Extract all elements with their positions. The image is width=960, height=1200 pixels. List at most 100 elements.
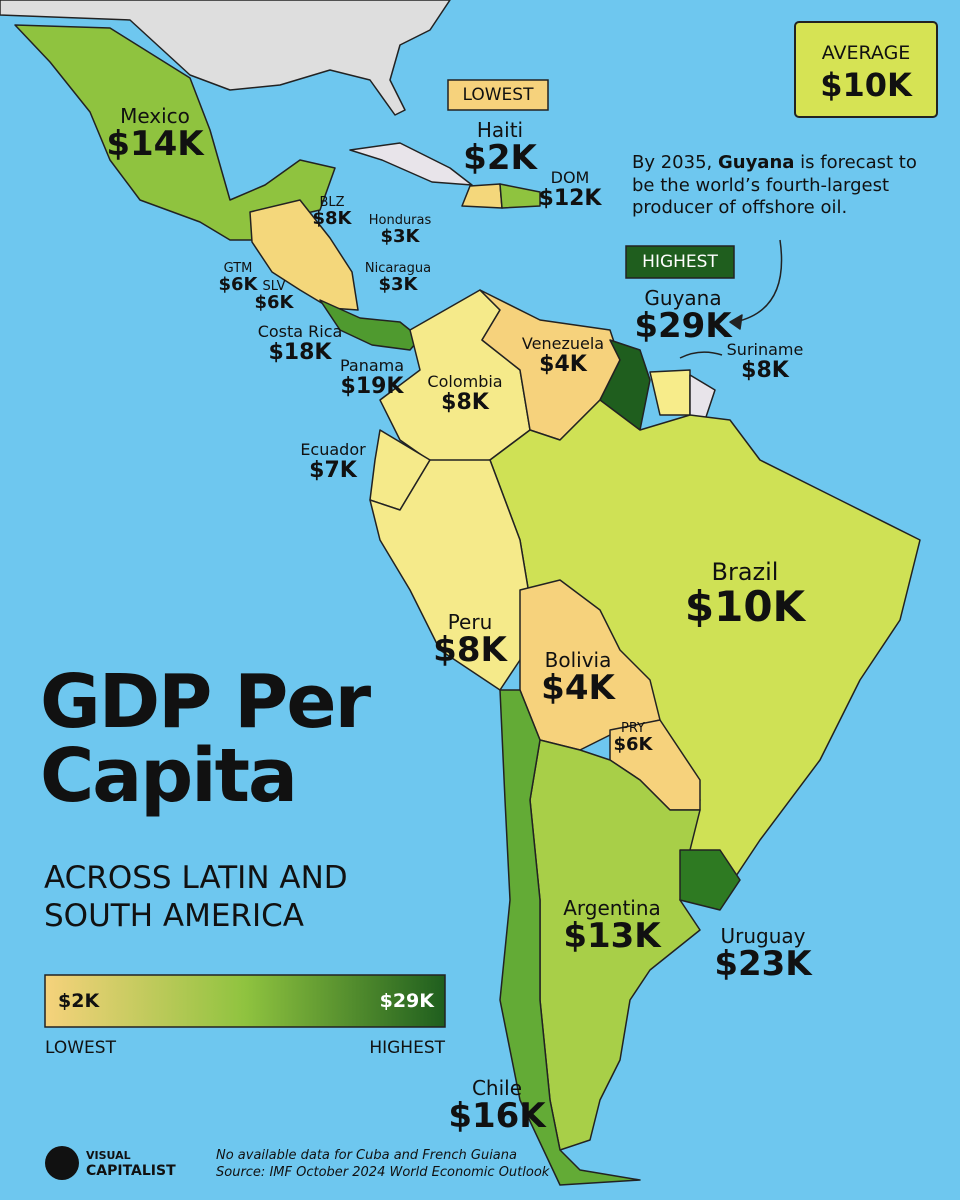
country-value: $8K (312, 207, 352, 229)
country-name: Bolivia (544, 648, 612, 672)
country-name: Ecuador (300, 440, 366, 459)
country-value: $10K (684, 582, 806, 632)
arrow-head (729, 314, 743, 330)
subtitle: ACROSS LATIN AND SOUTH AMERICA (44, 860, 348, 934)
country-value: $4K (541, 668, 615, 708)
country-value: $16K (448, 1096, 546, 1136)
highest-badge (625, 245, 735, 279)
country-value: $7K (309, 457, 357, 483)
country-label: Nicaragua $3K (365, 262, 431, 295)
country-label: Colombia $8K (427, 372, 503, 415)
guyana-arrow (734, 239, 783, 323)
country-label: Guyana $29K (634, 288, 731, 345)
country-label: DOM $12K (538, 168, 602, 211)
country-value: $12K (538, 185, 602, 211)
country-value: $18K (268, 339, 332, 365)
average-value: $10K (820, 66, 912, 104)
country-value: $8K (741, 357, 789, 383)
country-name: Colombia (427, 372, 503, 391)
country-name: Haiti (476, 118, 524, 142)
country-value: $3K (378, 273, 418, 295)
country-label: Honduras $3K (369, 214, 432, 247)
country-label: Brazil $10K (684, 558, 806, 632)
footnote: No available data for Cuba and French Gu… (216, 1148, 549, 1182)
country-label: PRY $6K (614, 722, 653, 755)
guyana-note: By 2035, Guyana is forecast to be the wo… (632, 152, 932, 220)
country-value: $8K (433, 630, 507, 670)
country-name: GTM (223, 261, 253, 276)
country-name: SLV (262, 279, 286, 294)
country-label: Mexico $14K (106, 106, 203, 163)
average-box (794, 21, 938, 118)
note-bold: Guyana (717, 152, 795, 173)
country-label: Argentina $13K (563, 898, 661, 955)
country-value: $13K (563, 916, 661, 956)
country-value: $6K (218, 273, 258, 295)
country-value: $2K (463, 138, 537, 178)
cuba (349, 142, 473, 186)
country-name: PRY (621, 721, 645, 736)
country-label: Peru $8K (433, 612, 507, 669)
country-label: Uruguay $23K (714, 926, 811, 983)
country-value: $29K (634, 306, 732, 346)
country-name: Honduras (368, 213, 432, 228)
country-name: Guyana (644, 286, 722, 310)
country-label: Suriname $8K (727, 341, 804, 383)
lowest-badge (447, 79, 549, 111)
uruguay (679, 849, 741, 911)
country-value: $3K (380, 225, 420, 247)
country-name: Argentina (563, 896, 661, 920)
dominican-republic (499, 183, 541, 209)
country-value: $19K (340, 373, 404, 399)
brand-bottom: CAPITALIST (86, 1162, 176, 1179)
country-value: $4K (539, 351, 587, 377)
brand: VISUAL CAPITALIST (86, 1149, 176, 1179)
note-text: By 2035, (632, 152, 718, 173)
country-label: BLZ $8K (313, 196, 352, 229)
footnote-note: No available data for Cuba and French Gu… (216, 1148, 517, 1163)
country-label: Ecuador $7K (300, 440, 366, 483)
suriname (649, 369, 691, 416)
haiti (461, 183, 503, 209)
country-name: Costa Rica (257, 322, 343, 341)
country-name: Peru (447, 610, 493, 634)
brand-top: VISUAL (86, 1149, 131, 1162)
country-value: $14K (106, 124, 204, 164)
country-name: Panama (339, 356, 405, 375)
country-name: BLZ (319, 195, 345, 210)
country-label: SLV $6K (255, 280, 294, 313)
country-value: $6K (613, 733, 653, 755)
note-text: is forecast to be the world’s fourth-lar… (632, 152, 917, 218)
country-label: GTM $6K (219, 262, 258, 295)
country-value: $6K (254, 291, 294, 313)
country-name: Mexico (120, 104, 190, 128)
lowest-badge-text: LOWEST (462, 85, 534, 105)
country-label: Venezuela $4K (521, 334, 605, 377)
suriname-arrow (679, 351, 723, 359)
country-label: Costa Rica $18K (257, 322, 343, 365)
legend-max: $29K (379, 990, 434, 1012)
country-value: $8K (441, 389, 489, 415)
average-label: AVERAGE (821, 42, 911, 64)
title: GDP Per Capita (40, 659, 371, 819)
country-name: Brazil (711, 558, 779, 586)
country-label: Panama $19K (339, 356, 405, 399)
highest-badge-text: HIGHEST (642, 252, 718, 272)
footnote-source: Source: IMF October 2024 World Economic … (216, 1164, 550, 1180)
country-value: $23K (714, 944, 812, 984)
country-name: Uruguay (720, 924, 806, 948)
legend-high-label: HIGHEST (369, 1038, 445, 1058)
logo (45, 1146, 79, 1180)
country-name: Nicaragua (364, 261, 432, 276)
country-label: Chile $16K (448, 1078, 545, 1135)
country-label: Haiti $2K (463, 120, 537, 177)
country-name: Venezuela (521, 334, 605, 353)
legend-bar (44, 974, 446, 1028)
country-name: DOM (550, 168, 590, 187)
central-america (249, 199, 359, 311)
legend-low-label: LOWEST (45, 1038, 116, 1058)
country-name: Chile (471, 1076, 523, 1100)
north-america (0, 0, 451, 116)
